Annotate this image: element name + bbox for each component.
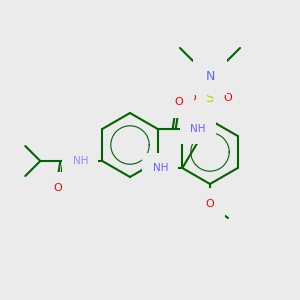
Text: NH: NH (73, 156, 88, 166)
Text: O: O (224, 93, 232, 103)
Text: N: N (205, 70, 215, 83)
Text: O: O (174, 97, 183, 107)
Text: S: S (206, 91, 214, 105)
Text: NH: NH (152, 163, 168, 173)
Text: NH: NH (190, 124, 206, 134)
Text: O: O (206, 199, 214, 209)
Text: O: O (188, 93, 196, 103)
Text: O: O (53, 183, 62, 193)
